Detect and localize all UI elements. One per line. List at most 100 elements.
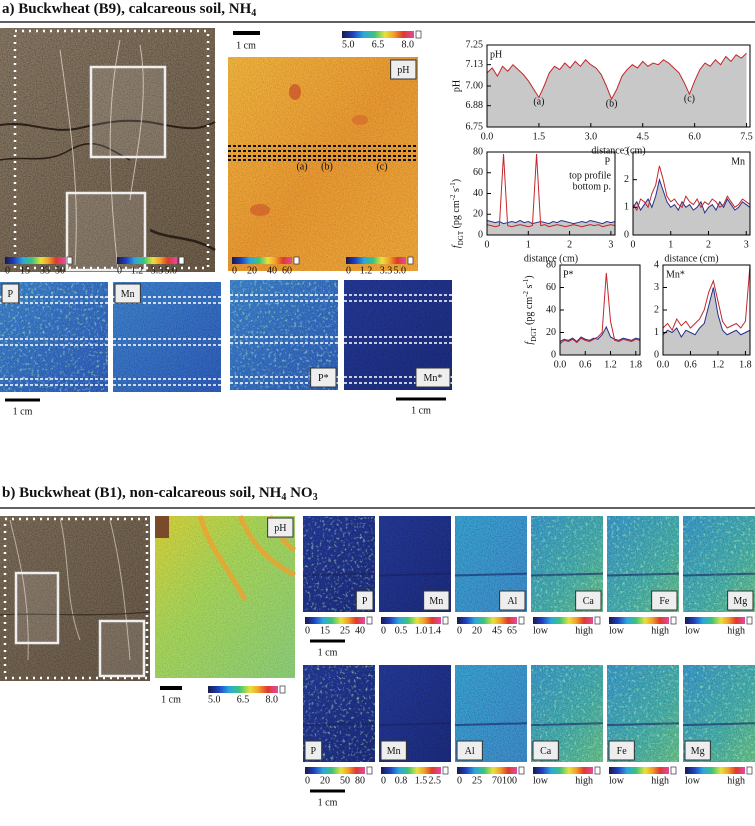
map-label-box	[608, 740, 635, 761]
y-tick-label: 40	[546, 304, 556, 315]
y-tick-label: 1	[624, 202, 629, 213]
x-tick-label: 1	[668, 239, 673, 250]
map-label: Ca	[540, 746, 552, 757]
y-axis-label-part: )	[451, 179, 462, 182]
colorbar-end	[746, 616, 753, 625]
colorbar-label: 0	[117, 265, 122, 276]
colorbar-end	[594, 616, 601, 625]
colorbar-label: low	[685, 625, 701, 636]
line	[486, 154, 616, 228]
y-axis-label-part: (pg cm	[451, 200, 462, 231]
colorbar-label: 1.4	[429, 625, 442, 636]
x-tick-label: 3	[744, 239, 749, 250]
y-tick-label: 40	[473, 188, 483, 199]
soil-crack	[530, 722, 604, 727]
colorbar-end	[442, 766, 449, 775]
y-axis-label-part: DGT	[530, 327, 538, 342]
colorbar-label: 20	[472, 625, 482, 636]
element-map	[303, 516, 375, 612]
y-tick-label: 7.25	[466, 39, 484, 50]
colorbar-label: 100	[502, 775, 517, 786]
line	[662, 287, 751, 338]
x-tick-label: 7.5	[740, 131, 753, 142]
colorbar	[609, 617, 669, 624]
y-tick-label: 0	[478, 229, 483, 240]
y-axis-label-part: s	[451, 188, 462, 195]
ph-map	[228, 57, 418, 271]
map-label: Mn	[121, 289, 135, 300]
map-label-box	[114, 283, 141, 304]
title-subscript: 3	[313, 492, 318, 503]
colorbar-end	[518, 616, 525, 625]
annotation: (b)	[606, 98, 618, 109]
y-tick-label: 60	[546, 282, 556, 293]
y-axis-label-part: )	[524, 275, 535, 278]
scale-label: 1 cm	[161, 694, 181, 705]
title-subscript: 4	[281, 492, 286, 503]
colorbar-label: 0.8	[395, 775, 408, 786]
colorbar-label: 5.0	[342, 39, 355, 50]
colorbar-label: 45	[492, 625, 502, 636]
map-label: Mn	[387, 746, 401, 757]
annotation: (a)	[533, 97, 544, 108]
colorbar	[342, 31, 414, 38]
map-label-box	[310, 367, 337, 388]
y-tick-label: 0	[624, 229, 629, 240]
y-axis-label-part: -2	[449, 194, 457, 200]
map-label-box	[415, 367, 451, 388]
element-map	[455, 665, 527, 762]
title-text: a) Buckwheat (B9), calcareous soil, NH	[2, 1, 252, 17]
y-tick-label: 7.00	[466, 80, 484, 91]
x-tick-label: 1	[526, 239, 531, 250]
colorbar-label: 25	[472, 775, 482, 786]
colorbar	[533, 617, 593, 624]
legend-entry: bottom p.	[573, 181, 611, 192]
y-tick-label: 20	[473, 209, 483, 220]
map-label-box	[684, 740, 711, 761]
colorbar-end	[518, 766, 525, 775]
map-label: Al	[507, 596, 517, 607]
plot-label: pH	[490, 49, 502, 60]
y-tick-label: 0	[654, 349, 659, 360]
y-tick-label: 0	[551, 349, 556, 360]
scale-label: 1 cm	[318, 647, 338, 658]
colorbar	[381, 617, 441, 624]
colorbar-label: high	[575, 625, 593, 636]
map-label-box	[499, 590, 526, 611]
y-tick-label: 4	[654, 259, 659, 270]
colorbar-label: 0.5	[395, 625, 408, 636]
soil-crack	[302, 572, 376, 577]
soil-crack	[606, 722, 680, 727]
panel-title: b) Buckwheat (B1), non-calcareous soil, …	[2, 485, 318, 503]
annotation: (c)	[684, 93, 695, 104]
soil-crack	[682, 722, 755, 727]
y-axis-label-part: (pg cm	[524, 297, 535, 328]
colorbar-label: 60	[282, 265, 292, 276]
colorbar-label: 20	[320, 775, 330, 786]
colorbar-label: 0	[457, 775, 462, 786]
colorbar-label: 50	[340, 775, 350, 786]
colorbar	[457, 767, 517, 774]
scale-label: 1 cm	[13, 406, 33, 417]
colorbar-label: 6.5	[372, 39, 385, 50]
colorbar-label: 0	[305, 775, 310, 786]
x-axis-label: distance (cm)	[664, 253, 718, 264]
colorbar-end	[670, 616, 677, 625]
colorbar-label: high	[651, 625, 669, 636]
y-tick-label: 7.13	[466, 59, 484, 70]
line	[486, 219, 616, 225]
map-label: pH	[274, 523, 286, 534]
line	[559, 272, 641, 345]
x-tick-label: 1.2	[604, 359, 617, 370]
y-axis-label-part: DGT	[457, 230, 465, 245]
colorbar-label: 0	[232, 265, 237, 276]
soil-crack	[682, 572, 755, 577]
line-label: (a)	[296, 161, 307, 172]
x-tick-label: 2	[706, 239, 711, 250]
y-axis-label: pH	[451, 80, 462, 92]
colorbar-label: high	[727, 775, 745, 786]
colorbar-label: 25	[340, 625, 350, 636]
colorbar	[305, 767, 365, 774]
colorbar-label: 0	[305, 625, 310, 636]
